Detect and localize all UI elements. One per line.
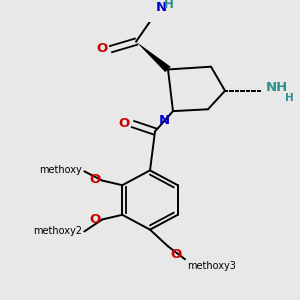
Text: O: O	[97, 42, 108, 55]
Text: O: O	[89, 173, 100, 186]
Text: methoxy3: methoxy3	[187, 261, 236, 271]
Text: methoxy2: methoxy2	[33, 226, 82, 236]
Text: N: N	[159, 114, 170, 127]
Text: N: N	[156, 1, 167, 14]
Text: methoxy: methoxy	[40, 165, 82, 176]
Text: NH: NH	[266, 81, 288, 94]
Polygon shape	[136, 42, 171, 72]
Text: O: O	[119, 117, 130, 130]
Text: H: H	[285, 93, 294, 103]
Text: O: O	[170, 248, 181, 261]
Text: O: O	[89, 213, 100, 226]
Text: H: H	[164, 0, 174, 11]
